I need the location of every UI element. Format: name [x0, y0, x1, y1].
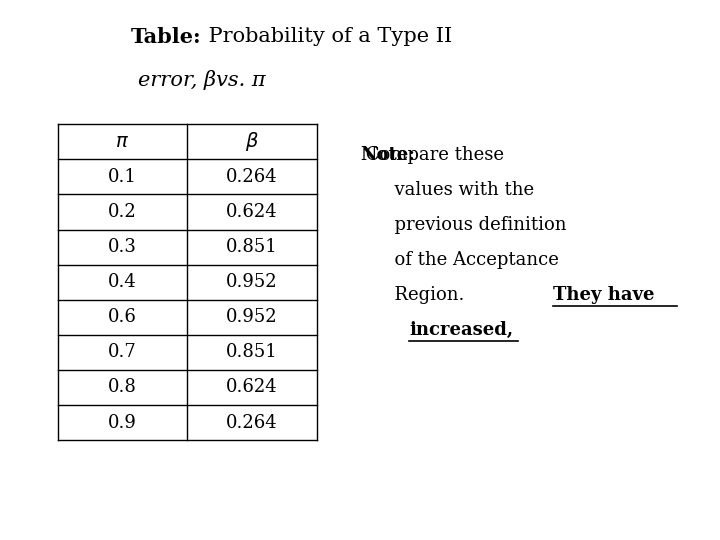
Text: 0.851: 0.851 — [226, 343, 278, 361]
Text: $\beta$: $\beta$ — [245, 130, 259, 153]
Text: Region.: Region. — [360, 286, 470, 304]
Text: Note:: Note: — [360, 146, 415, 164]
Text: 0.3: 0.3 — [108, 238, 137, 256]
Text: Table:: Table: — [131, 27, 202, 47]
Text: 0.9: 0.9 — [108, 414, 137, 431]
Text: 0.7: 0.7 — [108, 343, 137, 361]
Text: 0.1: 0.1 — [108, 168, 137, 186]
Text: 0.2: 0.2 — [108, 203, 137, 221]
Text: of the Acceptance: of the Acceptance — [360, 251, 559, 269]
Text: previous definition: previous definition — [360, 216, 567, 234]
Text: 0.6: 0.6 — [108, 308, 137, 326]
Text: values with the: values with the — [360, 181, 534, 199]
Text: 0.4: 0.4 — [108, 273, 137, 291]
Text: 0.952: 0.952 — [226, 273, 278, 291]
Text: 0.952: 0.952 — [226, 308, 278, 326]
Text: error, βvs. π: error, βvs. π — [138, 70, 266, 90]
Text: 0.624: 0.624 — [226, 203, 278, 221]
Text: 0.851: 0.851 — [226, 238, 278, 256]
Text: 0.8: 0.8 — [108, 379, 137, 396]
Text: 0.264: 0.264 — [226, 168, 278, 186]
Text: 0.624: 0.624 — [226, 379, 278, 396]
Text: Probability of a Type II: Probability of a Type II — [202, 27, 452, 46]
Text: $\pi$: $\pi$ — [115, 133, 130, 151]
Text: increased,: increased, — [409, 321, 513, 339]
Text: They have: They have — [553, 286, 654, 304]
Text: 0.264: 0.264 — [226, 414, 278, 431]
Text: Compare these: Compare these — [360, 146, 504, 164]
